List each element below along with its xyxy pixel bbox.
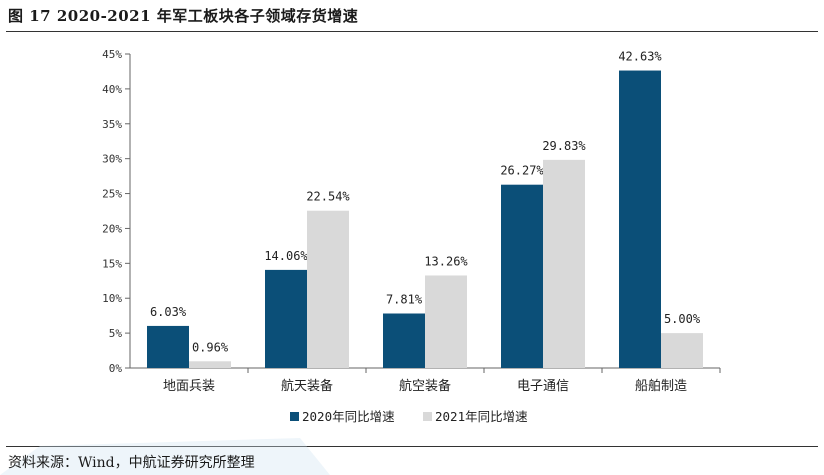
data-label: 29.83% bbox=[542, 139, 586, 153]
bar-2021 bbox=[425, 275, 467, 368]
bar-chart: 0% 5% 10% 15% 20% 25% 30% 35% 40% 45% 地面兵装 6.03% 0.9… bbox=[102, 48, 721, 424]
source-rule bbox=[6, 446, 818, 447]
bar-2020 bbox=[501, 184, 543, 368]
y-tick-label: 25% bbox=[102, 188, 122, 201]
bar-2021 bbox=[307, 210, 349, 368]
category-label: 电子通信 bbox=[517, 379, 569, 394]
legend-swatch bbox=[423, 412, 432, 421]
y-tick-label: 0% bbox=[109, 362, 123, 375]
legend-label: 2021年同比增速 bbox=[435, 409, 528, 424]
y-tick-label: 20% bbox=[102, 222, 122, 235]
bar-2020 bbox=[383, 313, 425, 368]
data-label: 42.63% bbox=[618, 50, 662, 64]
category-label: 船舶制造 bbox=[635, 378, 687, 394]
category-label: 航空装备 bbox=[399, 378, 451, 394]
category-label: 航天装备 bbox=[281, 378, 333, 394]
y-tick-label: 40% bbox=[102, 83, 122, 96]
y-tick-label: 10% bbox=[102, 292, 122, 305]
bar-2020 bbox=[265, 269, 307, 368]
data-label: 26.27% bbox=[500, 164, 544, 178]
data-label: 22.54% bbox=[306, 190, 350, 204]
data-label: 14.06% bbox=[264, 249, 308, 263]
y-tick-label: 35% bbox=[102, 118, 122, 131]
data-label: 7.81% bbox=[386, 293, 423, 307]
y-tick-label: 45% bbox=[102, 48, 122, 61]
legend-swatch bbox=[290, 412, 299, 421]
figure-title: 图 17 2020-2021 年军工板块各子领域存货增速 bbox=[8, 7, 359, 25]
y-tick-label: 15% bbox=[102, 257, 122, 270]
data-label: 6.03% bbox=[150, 305, 187, 319]
data-label: 13.26% bbox=[424, 254, 468, 268]
bar-2021 bbox=[189, 361, 231, 368]
source-note: 资料来源：Wind，中航证券研究所整理 bbox=[8, 455, 255, 471]
data-label: 0.96% bbox=[192, 340, 229, 354]
bar-2021 bbox=[543, 159, 585, 368]
data-label: 5.00% bbox=[664, 312, 701, 326]
legend-label: 2020年同比增速 bbox=[302, 409, 395, 424]
y-tick-label: 30% bbox=[102, 153, 122, 166]
bar-2020 bbox=[619, 70, 661, 369]
bar-2020 bbox=[147, 325, 189, 368]
bar-2021 bbox=[661, 333, 703, 368]
y-tick-label: 5% bbox=[109, 327, 123, 340]
title-rule bbox=[6, 31, 818, 32]
category-label: 地面兵装 bbox=[163, 379, 215, 394]
